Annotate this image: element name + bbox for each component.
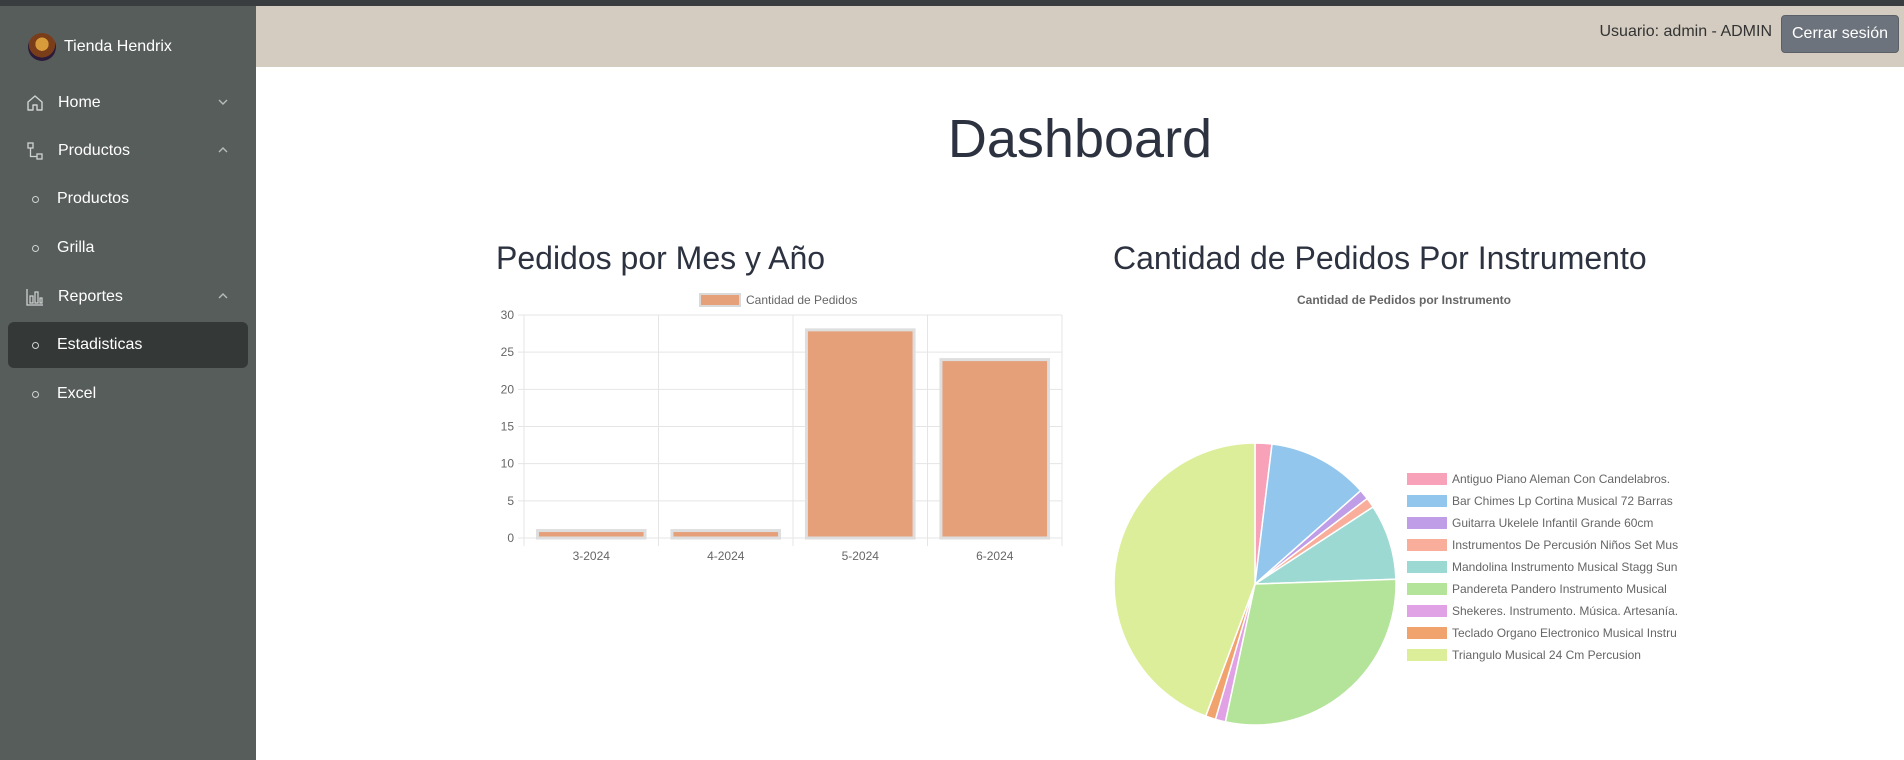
y-tick-label: 30 [501, 308, 515, 322]
legend-swatch [1407, 517, 1447, 529]
legend-label: Triangulo Musical 24 Cm Percusion [1452, 648, 1641, 662]
legend-label: Mandolina Instrumento Musical Stagg Sun [1452, 560, 1677, 574]
pie-slice [1224, 578, 1397, 726]
sidebar-item-excel[interactable]: Excel [8, 371, 248, 417]
sidebar-item-label: Estadisticas [57, 336, 143, 353]
logout-button[interactable]: Cerrar sesión [1781, 15, 1899, 53]
sidebar-item-estadisticas[interactable]: Estadisticas [8, 322, 248, 368]
circle-icon [32, 390, 39, 398]
y-tick-label: 25 [501, 345, 515, 359]
x-tick-label: 3-2024 [573, 549, 611, 563]
sidebar: Tienda Hendrix Home Productos Productos … [0, 6, 256, 760]
brand-logo-icon [28, 33, 56, 61]
sidebar-item-label: Productos [57, 190, 130, 207]
home-icon [24, 92, 46, 114]
pie-chart: Cantidad de Pedidos por Instrumento Antig… [1113, 293, 1678, 726]
circle-icon [32, 341, 39, 349]
sidebar-item-label: Productos [58, 142, 131, 159]
sidebar-item-label: Home [58, 94, 101, 111]
sidebar-item-label: Grilla [57, 239, 95, 256]
y-tick-label: 0 [507, 531, 514, 545]
legend-swatch [1407, 649, 1447, 661]
bar [670, 529, 782, 540]
y-tick-label: 20 [501, 382, 515, 396]
y-tick-label: 15 [501, 420, 515, 434]
x-tick-label: 6-2024 [976, 549, 1014, 563]
pie-title: Cantidad de Pedidos por Instrumento [1297, 293, 1511, 307]
bar-chart: Cantidad de Pedidos 0 5 10 15 20 25 30 3-2024 4-2… [501, 293, 1063, 563]
flow-icon [24, 140, 46, 162]
user-info: Usuario: admin - ADMIN [1599, 23, 1773, 40]
chevron-up-icon [218, 293, 228, 299]
legend-swatch [1407, 605, 1447, 617]
sidebar-item-label: Excel [57, 385, 97, 402]
bar-chart-icon [24, 286, 46, 308]
bar [804, 328, 916, 540]
top-header: Usuario: admin - ADMIN Cerrar sesión [256, 6, 1904, 67]
legend-label: Cantidad de Pedidos [746, 293, 857, 307]
x-tick-label: 4-2024 [707, 549, 745, 563]
pie-legend: Antiguo Piano Aleman Con Candelabros. Bar… [1407, 472, 1678, 662]
legend-swatch [1407, 561, 1447, 573]
legend-label: Guitarra Ukelele Infantil Grande 60cm [1452, 516, 1653, 530]
legend-swatch [1407, 583, 1447, 595]
legend-label: Pandereta Pandero Instrumento Musical [1452, 582, 1667, 596]
chevron-up-icon [218, 147, 228, 153]
sidebar-item-productos[interactable]: Productos [8, 176, 248, 222]
sidebar-item-label: Reportes [58, 288, 123, 305]
bar [939, 358, 1051, 540]
legend-label: Bar Chimes Lp Cortina Musical 72 Barras [1452, 494, 1673, 508]
legend-label: Instrumentos De Percusión Niños Set Mus [1452, 538, 1678, 552]
brand-name: Tienda Hendrix [64, 38, 172, 55]
window-top-strip [0, 0, 1904, 6]
legend-label: Antiguo Piano Aleman Con Candelabros. [1452, 472, 1670, 486]
pie-chart-heading: Cantidad de Pedidos Por Instrumento [1113, 240, 1647, 276]
legend-label: Teclado Organo Electronico Musical Instr… [1452, 626, 1677, 640]
circle-icon [32, 244, 39, 252]
brand[interactable]: Tienda Hendrix [28, 32, 172, 62]
sidebar-item-grilla[interactable]: Grilla [8, 225, 248, 271]
legend-swatch [1407, 539, 1447, 551]
bar-chart-heading: Pedidos por Mes y Año [496, 240, 826, 276]
pie-slice [1254, 443, 1362, 586]
y-tick-label: 10 [501, 457, 515, 471]
sidebar-item-productos-group[interactable]: Productos [8, 128, 248, 174]
y-tick-label: 5 [507, 494, 514, 508]
bar [535, 529, 647, 540]
page-title: Dashboard [947, 109, 1213, 169]
pie-slice [1113, 442, 1256, 718]
legend-swatch [1407, 627, 1447, 639]
sidebar-item-home[interactable]: Home [8, 80, 248, 126]
circle-icon [32, 195, 39, 203]
sidebar-item-reportes-group[interactable]: Reportes [8, 274, 248, 320]
legend-swatch [1407, 473, 1447, 485]
legend-swatch [699, 293, 741, 307]
chevron-down-icon [218, 99, 228, 105]
legend-label: Shekeres. Instrumento. Música. Artesanía… [1452, 604, 1678, 618]
x-tick-label: 5-2024 [842, 549, 880, 563]
legend-swatch [1407, 495, 1447, 507]
